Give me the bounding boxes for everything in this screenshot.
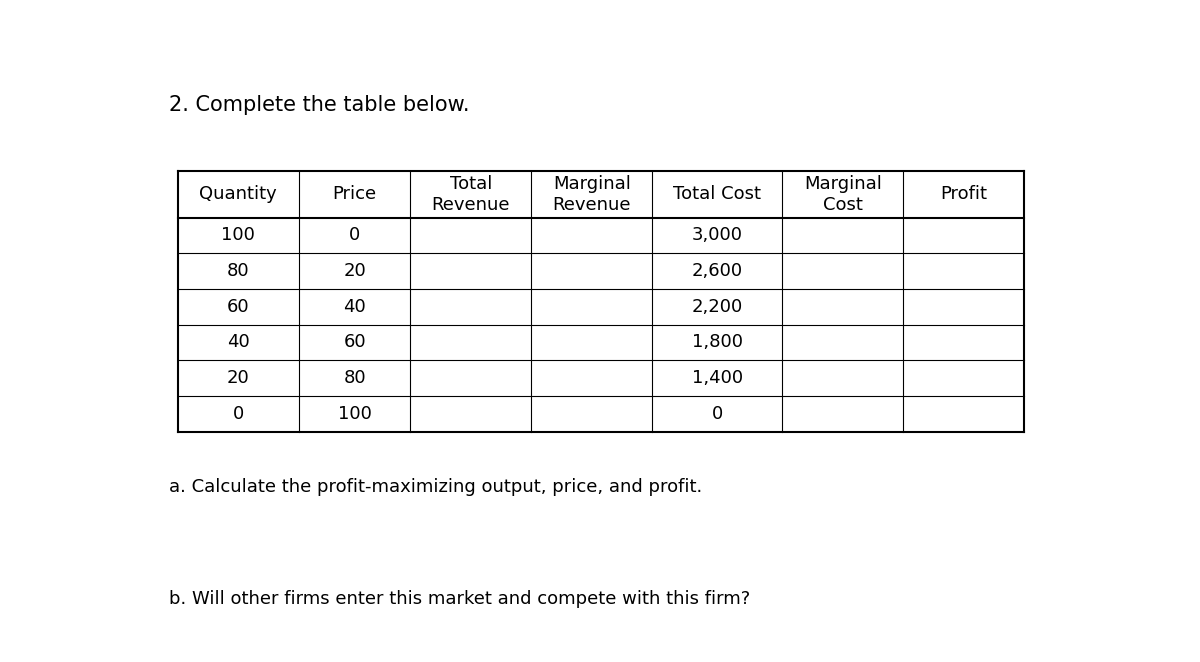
Text: 80: 80 <box>343 369 366 387</box>
Text: 1,400: 1,400 <box>691 369 743 387</box>
Text: Marginal
Cost: Marginal Cost <box>804 175 882 214</box>
Text: 2,200: 2,200 <box>691 298 743 316</box>
Text: 80: 80 <box>227 262 250 280</box>
Text: a. Calculate the profit-maximizing output, price, and profit.: a. Calculate the profit-maximizing outpu… <box>168 477 702 496</box>
Text: Total
Revenue: Total Revenue <box>432 175 510 214</box>
Text: 0: 0 <box>233 405 244 423</box>
Text: 100: 100 <box>222 226 256 244</box>
Text: Marginal
Revenue: Marginal Revenue <box>552 175 631 214</box>
Text: 60: 60 <box>227 298 250 316</box>
Text: Total Cost: Total Cost <box>673 185 761 203</box>
Text: 2. Complete the table below.: 2. Complete the table below. <box>168 95 469 115</box>
Text: Price: Price <box>332 185 377 203</box>
Text: b. Will other firms enter this market and compete with this firm?: b. Will other firms enter this market an… <box>168 590 750 608</box>
Text: 0: 0 <box>349 226 360 244</box>
Text: Profit: Profit <box>941 185 988 203</box>
Text: 2,600: 2,600 <box>691 262 743 280</box>
Text: Quantity: Quantity <box>199 185 277 203</box>
Text: 3,000: 3,000 <box>692 226 743 244</box>
Text: 20: 20 <box>227 369 250 387</box>
Text: 40: 40 <box>227 334 250 352</box>
Text: 0: 0 <box>712 405 722 423</box>
Text: 100: 100 <box>337 405 372 423</box>
Text: 40: 40 <box>343 298 366 316</box>
Text: 20: 20 <box>343 262 366 280</box>
Text: 1,800: 1,800 <box>692 334 743 352</box>
Text: 60: 60 <box>343 334 366 352</box>
